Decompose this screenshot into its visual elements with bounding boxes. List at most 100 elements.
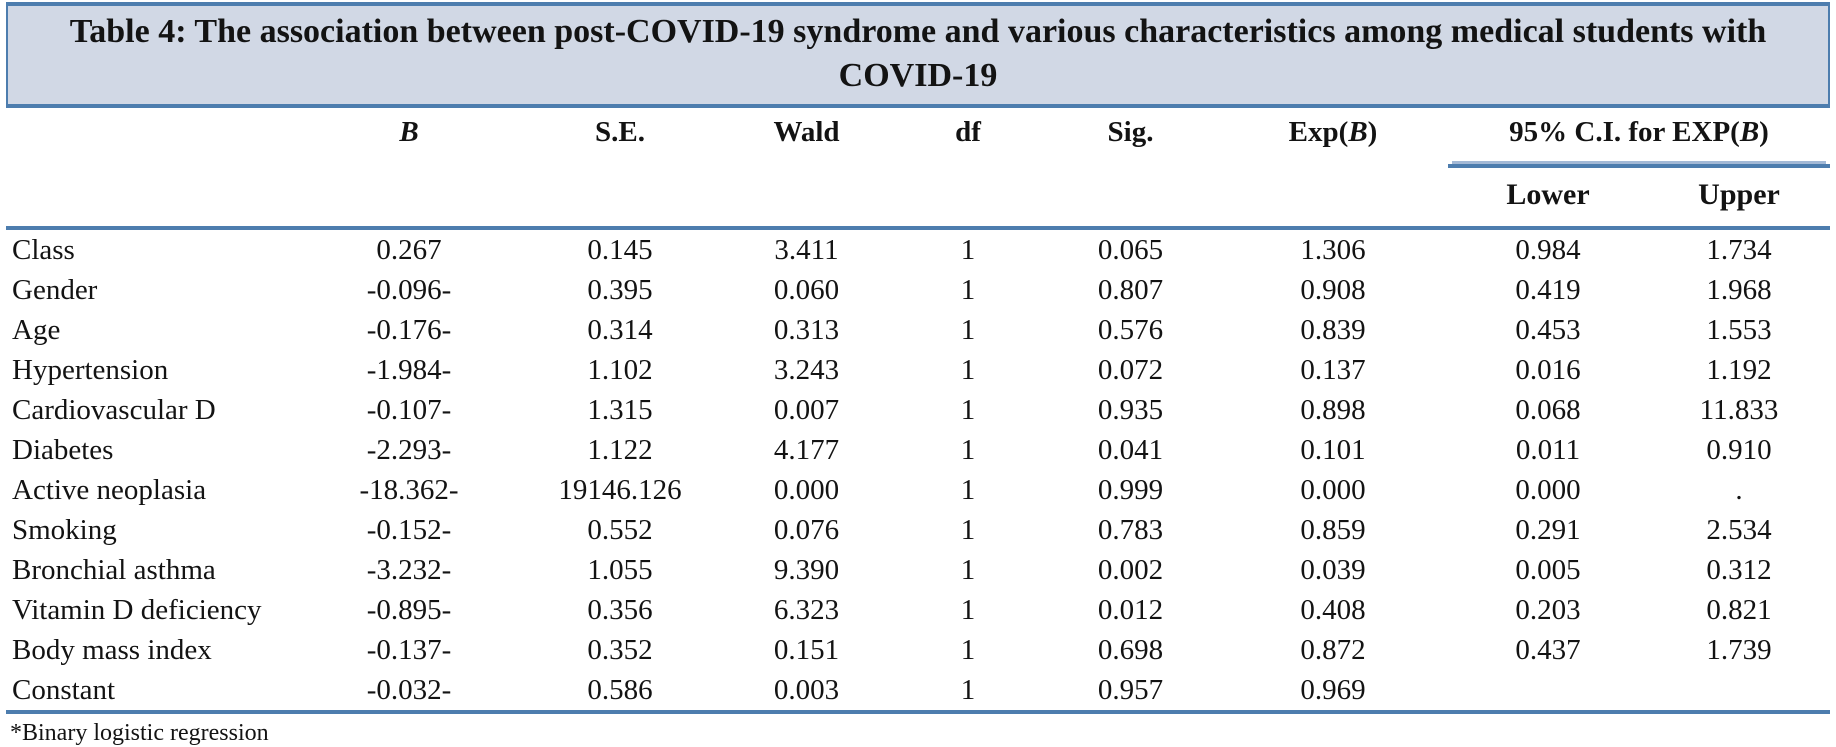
cell-value: -0.032- (366, 673, 452, 706)
header-lower: Lower (1448, 166, 1648, 231)
table-header: B S.E. Wald df Sig. Exp(B) 95% C.I. for … (6, 108, 1830, 231)
cell-value: 1 (960, 633, 976, 666)
row-label: Age (12, 313, 61, 346)
cell-value: 0.395 (587, 273, 653, 306)
table-row: Bronchial asthma -3.232- 1.055 9.390 1 0.002 0… (6, 550, 1830, 590)
table-row: Cardiovascular D -0.107- 1.315 0.007 1 0.935 0… (6, 390, 1830, 430)
row-label: Diabetes (12, 433, 114, 466)
cell-value: 0.437 (1515, 633, 1581, 666)
cell-value: 0.313 (773, 313, 840, 346)
cell-value: 1.122 (587, 433, 653, 466)
header-exp-b: Exp(B) (1218, 108, 1448, 231)
cell-value: 1 (960, 393, 976, 426)
cell-value: 0.859 (1300, 513, 1366, 546)
cell-value: 1 (960, 273, 976, 306)
cell-value: -0.107- (366, 393, 452, 426)
cell-value: 1.734 (1706, 233, 1772, 266)
cell-value: 0.016 (1515, 353, 1581, 386)
cell-value: -0.176- (366, 313, 452, 346)
cell-value: 1 (960, 353, 976, 386)
cell-value: 0.003 (773, 673, 840, 706)
cell-value: -3.232- (366, 553, 452, 586)
cell-value: 0.137 (1300, 353, 1366, 386)
table-row: Hypertension -1.984- 1.102 3.243 1 0.072 0.137… (6, 350, 1830, 390)
cell-value: 0.012 (1097, 593, 1164, 626)
header-upper: Upper (1648, 166, 1830, 231)
cell-value: 0.101 (1300, 433, 1366, 466)
cell-value: 0.552 (587, 513, 653, 546)
cell-value: 3.411 (774, 233, 839, 266)
table-row: Gender -0.096- 0.395 0.060 1 0.807 0.908 0.419 1… (6, 270, 1830, 310)
cell-value: 0.935 (1097, 393, 1164, 426)
cell-value (1448, 670, 1648, 712)
row-label: Class (12, 233, 75, 266)
cell-value: 0.000 (1515, 473, 1581, 506)
cell-value: 0.002 (1097, 553, 1164, 586)
cell-value: 0.969 (1300, 673, 1366, 706)
cell-value: 4.177 (773, 433, 840, 466)
header-df: df (893, 108, 1043, 231)
cell-value: 0.698 (1097, 633, 1164, 666)
header-ci-text: 95% C.I. for EXP(B) (1452, 116, 1826, 165)
table-row: Body mass index -0.137- 0.352 0.151 1 0.698 0.… (6, 630, 1830, 670)
cell-value: 0.984 (1515, 233, 1581, 266)
cell-value: 1 (960, 233, 976, 266)
cell-value: 0.910 (1706, 433, 1772, 466)
cell-value: 1 (960, 473, 976, 506)
cell-value: 0.872 (1300, 633, 1366, 666)
cell-value: 0.312 (1706, 553, 1772, 586)
table-row: Age -0.176- 0.314 0.313 1 0.576 0.839 0.453 1.55… (6, 310, 1830, 350)
cell-value: 0.839 (1300, 313, 1366, 346)
table-row: Smoking -0.152- 0.552 0.076 1 0.783 0.859 0.291… (6, 510, 1830, 550)
header-ci-group: 95% C.I. for EXP(B) (1448, 108, 1830, 169)
table-body: Class 0.267 0.145 3.411 1 0.065 1.306 0.984 1.73… (6, 228, 1830, 712)
table-row: Diabetes -2.293- 1.122 4.177 1 0.041 0.101 0.01… (6, 430, 1830, 470)
table-row: Vitamin D deficiency -0.895- 0.356 6.323 1 0.… (6, 590, 1830, 630)
row-label: Constant (12, 673, 116, 706)
cell-value: 1 (960, 553, 976, 586)
cell-value: 0.076 (773, 513, 840, 546)
header-se: S.E. (520, 108, 720, 231)
cell-value: 0.065 (1097, 233, 1164, 266)
cell-value: 19146.126 (558, 473, 682, 506)
header-wald: Wald (720, 108, 893, 231)
cell-value: 0.145 (587, 233, 653, 266)
table-row: Constant -0.032- 0.586 0.003 1 0.957 0.969 (6, 670, 1830, 712)
cell-value: 0.072 (1097, 353, 1164, 386)
cell-value: 1.739 (1706, 633, 1772, 666)
cell-value: 0.356 (587, 593, 653, 626)
header-sig: Sig. (1043, 108, 1218, 231)
cell-value: 0.586 (587, 673, 653, 706)
cell-value: 0.576 (1097, 313, 1164, 346)
table-title: Table 4: The association between post-CO… (6, 2, 1830, 109)
cell-value: 0.783 (1097, 513, 1164, 546)
cell-value: 1 (960, 673, 976, 706)
cell-value: 11.833 (1699, 393, 1779, 426)
cell-value: 1.192 (1706, 353, 1772, 386)
row-label: Active neoplasia (12, 473, 207, 506)
results-table: B S.E. Wald df Sig. Exp(B) 95% C.I. for … (6, 108, 1830, 715)
cell-value: 0.000 (773, 473, 840, 506)
cell-value: 0.039 (1300, 553, 1366, 586)
table-row: Active neoplasia -18.362- 19146.126 0.000 1 0… (6, 470, 1830, 510)
table-footnote: *Binary logistic regression (10, 720, 269, 747)
cell-value: 1.315 (587, 393, 653, 426)
cell-value: 3.243 (773, 353, 840, 386)
cell-value: -1.984- (366, 353, 452, 386)
cell-value: 0.898 (1300, 393, 1366, 426)
cell-value (1648, 670, 1830, 712)
cell-value: 0.203 (1515, 593, 1581, 626)
row-label: Hypertension (12, 353, 169, 386)
row-label: Smoking (12, 513, 117, 546)
cell-value: 0.999 (1097, 473, 1164, 506)
table-row: Class 0.267 0.145 3.411 1 0.065 1.306 0.984 1.73… (6, 228, 1830, 270)
cell-value: -0.096- (366, 273, 452, 306)
cell-value: 2.534 (1706, 513, 1772, 546)
cell-value: -0.152- (366, 513, 452, 546)
header-row-1: B S.E. Wald df Sig. Exp(B) 95% C.I. for … (6, 108, 1830, 231)
cell-value: 0.000 (1300, 473, 1366, 506)
cell-value: 0.419 (1515, 273, 1581, 306)
cell-value: 0.291 (1515, 513, 1581, 546)
cell-value: 0.041 (1097, 433, 1164, 466)
cell-value: 1.055 (587, 553, 653, 586)
